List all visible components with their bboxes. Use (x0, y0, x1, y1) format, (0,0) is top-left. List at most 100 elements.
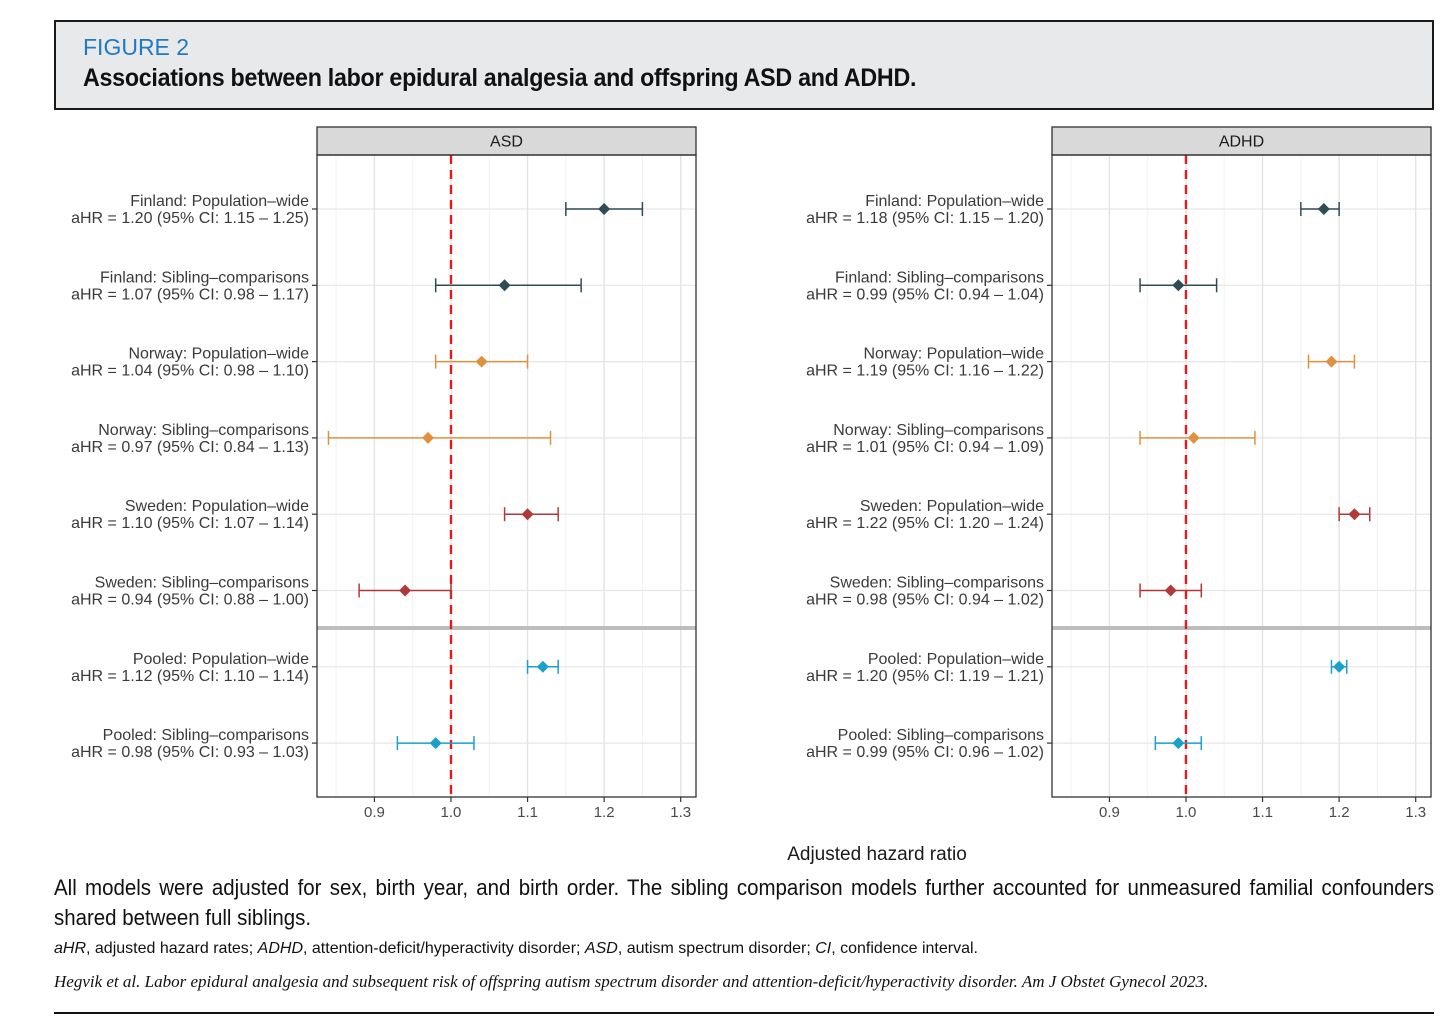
panel-border (1051, 154, 1432, 798)
row-label: Norway: Population–wide (128, 346, 309, 363)
estimate-point (1172, 279, 1185, 292)
row-label: Finland: Population–wide (865, 193, 1044, 210)
estimate-point (1348, 508, 1361, 521)
row-stat: aHR = 0.94 (95% CI: 0.88 – 1.00) (71, 592, 309, 609)
row-stat: aHR = 1.10 (95% CI: 1.07 – 1.14) (71, 515, 309, 532)
row-label: Pooled: Population–wide (868, 651, 1044, 668)
estimate-point (598, 203, 611, 215)
figure-header: FIGURE 2 Associations between labor epid… (54, 20, 1434, 110)
x-tick-label: 1.1 (1252, 804, 1273, 821)
row-stat: aHR = 1.01 (95% CI: 0.94 – 1.09) (806, 439, 1044, 456)
estimate-point (1325, 355, 1338, 368)
row-label: Sweden: Population–wide (860, 498, 1044, 515)
estimate-point (521, 508, 534, 521)
estimate-point (498, 279, 511, 292)
bottom-rule (54, 1012, 1434, 1014)
estimate-point (1172, 737, 1185, 750)
x-tick-label: 1.3 (670, 804, 691, 821)
estimate-point (429, 737, 442, 750)
estimate-point (1333, 660, 1346, 673)
panel-strip-label: ADHD (1219, 134, 1264, 151)
row-label: Sweden: Population–wide (125, 498, 309, 515)
x-tick-label: 1.0 (1176, 804, 1197, 821)
x-tick-label: 1.1 (517, 804, 538, 821)
panel-border (316, 154, 697, 798)
estimate-point (399, 584, 412, 597)
abbr-definition: , confidence interval. (831, 940, 978, 957)
panel-background (1052, 155, 1431, 797)
estimate-point (1187, 431, 1200, 444)
abbr-term: CI (815, 940, 832, 957)
estimate-point (475, 355, 488, 368)
abbr-definition: , attention-deficit/hyperactivity disord… (303, 940, 585, 957)
row-stat: aHR = 1.22 (95% CI: 1.20 – 1.24) (806, 515, 1044, 532)
row-stat: aHR = 0.97 (95% CI: 0.84 – 1.13) (71, 439, 309, 456)
row-stat: aHR = 1.12 (95% CI: 1.10 – 1.14) (71, 668, 309, 685)
row-stat: aHR = 1.04 (95% CI: 0.98 – 1.10) (71, 363, 309, 380)
estimate-point (1317, 203, 1330, 215)
estimate-point (536, 660, 549, 673)
row-stat: aHR = 1.20 (95% CI: 1.19 – 1.21) (806, 668, 1044, 685)
row-label: Norway: Population–wide (863, 346, 1044, 363)
abbreviations: aHR, adjusted hazard rates; ADHD, attent… (54, 940, 978, 958)
row-label: Sweden: Sibling–comparisons (830, 575, 1044, 592)
estimate-point (1164, 584, 1177, 597)
x-tick-label: 1.0 (441, 804, 462, 821)
abbr-term: ADHD (257, 940, 304, 957)
row-label: Pooled: Sibling–comparisons (103, 727, 309, 744)
x-axis-label: Adjusted hazard ratio (787, 844, 967, 865)
row-label: Pooled: Population–wide (133, 651, 309, 668)
row-stat: aHR = 0.98 (95% CI: 0.94 – 1.02) (806, 592, 1044, 609)
x-tick-label: 1.2 (1329, 804, 1350, 821)
row-label: Pooled: Sibling–comparisons (838, 727, 1044, 744)
abbr-definition: , autism spectrum disorder; (617, 940, 816, 957)
x-tick-label: 1.2 (594, 804, 615, 821)
figure-label: FIGURE 2 (83, 34, 190, 60)
row-stat: aHR = 1.19 (95% CI: 1.16 – 1.22) (806, 363, 1044, 380)
abbr-term: ASD (584, 940, 618, 957)
row-label: Norway: Sibling–comparisons (98, 422, 309, 439)
panel-strip-label: ASD (490, 134, 523, 151)
row-stat: aHR = 1.20 (95% CI: 1.15 – 1.25) (71, 210, 309, 227)
row-stat: aHR = 0.99 (95% CI: 0.96 – 1.02) (806, 744, 1044, 761)
x-tick-label: 1.3 (1405, 804, 1426, 821)
figure-note: All models were adjusted for sex, birth … (54, 875, 1435, 930)
x-tick-label: 0.9 (1099, 804, 1120, 821)
estimate-point (422, 431, 435, 444)
row-label: Norway: Sibling–comparisons (833, 422, 1044, 439)
row-label: Finland: Sibling–comparisons (835, 269, 1044, 286)
citation: Hegvik et al. Labor epidural analgesia a… (54, 972, 1209, 991)
abbr-term: aHR (54, 940, 87, 957)
row-stat: aHR = 1.18 (95% CI: 1.15 – 1.20) (806, 210, 1044, 227)
x-tick-label: 0.9 (364, 804, 385, 821)
abbr-definition: , adjusted hazard rates; (86, 940, 258, 957)
figure-title: Associations between labor epidural anal… (83, 64, 917, 92)
row-label: Sweden: Sibling–comparisons (95, 575, 309, 592)
panel-strip (316, 126, 697, 156)
row-stat: aHR = 0.99 (95% CI: 0.94 – 1.04) (806, 286, 1044, 303)
row-label: Finland: Population–wide (130, 193, 309, 210)
row-label: Finland: Sibling–comparisons (100, 269, 309, 286)
panel-background (317, 155, 696, 797)
row-stat: aHR = 0.98 (95% CI: 0.93 – 1.03) (71, 744, 309, 761)
row-stat: aHR = 1.07 (95% CI: 0.98 – 1.17) (71, 286, 309, 303)
